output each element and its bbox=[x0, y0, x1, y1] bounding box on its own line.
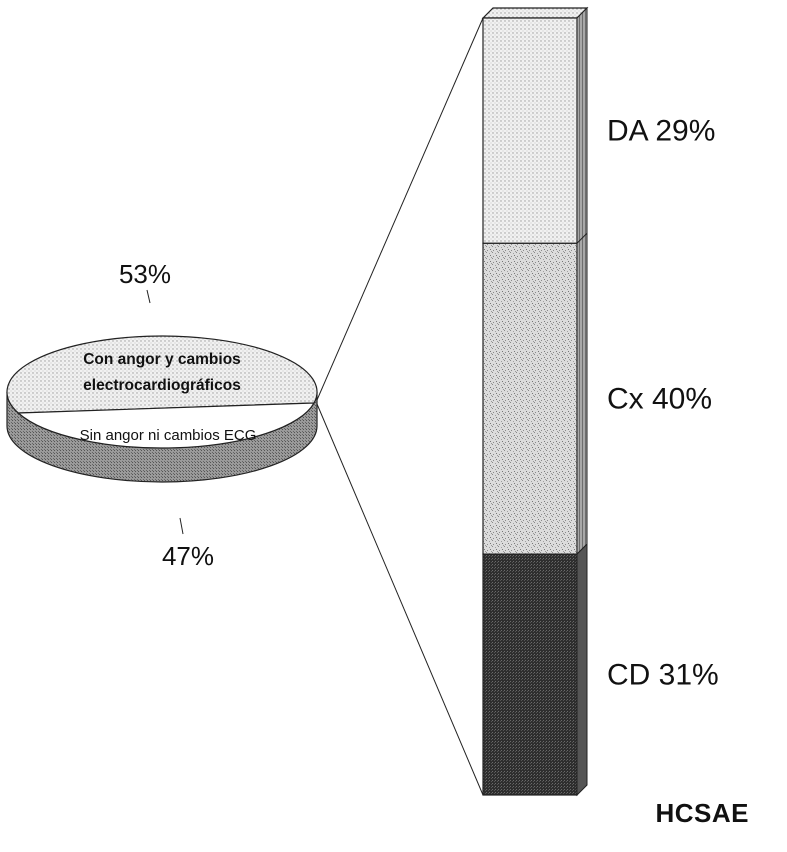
pie-chart: Con angor y cambios electrocardiográficos… bbox=[6, 259, 318, 571]
connector-line-bottom bbox=[316, 403, 484, 796]
source-credit: HCSAE bbox=[655, 798, 749, 828]
pie-leader-line bbox=[146, 289, 151, 304]
bar-value-label: DA 29% bbox=[607, 115, 715, 148]
bar-value-label: Cx 40% bbox=[607, 383, 712, 416]
pie-value-label: 53% bbox=[119, 259, 171, 289]
pie-slice-label: Con angor y cambios bbox=[83, 351, 241, 368]
bar-side-face bbox=[576, 6, 588, 245]
pie-slice-angor bbox=[6, 335, 318, 414]
bar-segment-da bbox=[482, 17, 578, 244]
stacked-bar: DA 29% Cx 40% CD 31% bbox=[481, 6, 719, 797]
bar-side-face bbox=[576, 232, 588, 556]
bar-side-face bbox=[576, 542, 588, 797]
bar-segment-cx bbox=[482, 242, 578, 555]
pie-slice-sin-angor bbox=[16, 402, 316, 449]
pie-leader-line bbox=[179, 517, 184, 535]
bar-top-face bbox=[481, 7, 589, 19]
connector-line-top bbox=[316, 17, 484, 401]
bar-segment-cd bbox=[482, 553, 578, 796]
pie-value-label: 47% bbox=[162, 541, 214, 571]
pie-slice-label: Sin angor ni cambios ECG bbox=[80, 427, 257, 444]
pie-slice-label: electrocardiográficos bbox=[83, 377, 241, 394]
connector-lines bbox=[316, 17, 484, 796]
bar-value-label: CD 31% bbox=[607, 659, 719, 692]
